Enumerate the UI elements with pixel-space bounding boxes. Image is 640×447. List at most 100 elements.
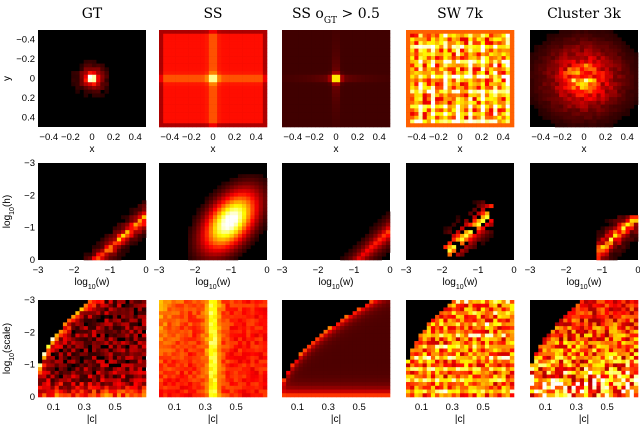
heatmap-cell	[229, 189, 235, 194]
heatmap-cell	[422, 74, 428, 79]
heatmap-cell	[530, 67, 535, 72]
heatmap-cell	[137, 326, 143, 331]
heatmap-r2-c2	[282, 300, 391, 398]
heatmap-cell	[167, 112, 172, 117]
heatmap-cell	[604, 33, 610, 38]
heatmap-cell	[435, 123, 440, 128]
heatmap-cell	[188, 226, 193, 231]
heatmap-cell	[369, 348, 374, 353]
heatmap-cell	[179, 355, 185, 360]
heatmap-cell	[116, 233, 122, 238]
heatmap-cell	[575, 78, 581, 83]
heatmap-cell	[171, 300, 176, 305]
heatmap-cell	[286, 44, 291, 49]
heatmap-cell	[327, 67, 333, 72]
heatmap-cell	[71, 333, 76, 338]
heatmap-cell	[489, 115, 494, 120]
heatmap-cell	[217, 44, 222, 49]
heatmap-cell	[344, 112, 349, 117]
heatmap-cell	[373, 59, 378, 64]
heatmap-cell	[262, 218, 268, 223]
heatmap-cell	[104, 89, 109, 94]
heatmap-cell	[133, 322, 138, 327]
heatmap-cell	[237, 237, 243, 242]
heatmap-cell	[290, 59, 295, 64]
heatmap-cell	[451, 52, 457, 57]
heatmap-cell	[468, 222, 473, 227]
heatmap-cell	[348, 326, 353, 331]
heatmap-cell	[163, 100, 168, 105]
heatmap-cell	[192, 248, 197, 253]
heatmap-cell	[336, 67, 341, 72]
heatmap-cell	[179, 108, 185, 113]
heatmap-cell	[242, 322, 247, 327]
heatmap-cell	[258, 367, 264, 372]
heatmap-cell	[167, 382, 172, 387]
heatmap-cell	[233, 252, 239, 257]
heatmap-cell	[258, 30, 264, 35]
heatmap-cell	[116, 226, 122, 231]
heatmap-cell	[141, 307, 147, 312]
heatmap-cell	[418, 108, 423, 113]
heatmap-cell	[625, 241, 630, 246]
heatmap-cell	[79, 67, 84, 72]
heatmap-cell	[242, 233, 247, 238]
heatmap-cell	[484, 211, 490, 216]
heatmap-cell	[497, 56, 502, 61]
heatmap-cell	[204, 97, 210, 102]
heatmap-cell	[242, 211, 247, 216]
heatmap-cell	[381, 252, 387, 257]
heatmap-cell	[497, 30, 502, 35]
heatmap-cell	[319, 52, 324, 57]
heatmap-cell	[171, 97, 176, 102]
heatmap-cell	[435, 67, 440, 72]
heatmap-cell	[546, 44, 552, 49]
heatmap-cell	[217, 93, 222, 98]
heatmap-cell	[242, 215, 247, 220]
heatmap-cell	[352, 318, 358, 323]
heatmap-cell	[83, 341, 89, 346]
heatmap-cell	[254, 74, 259, 79]
heatmap-cell	[365, 359, 370, 364]
heatmap-cell	[121, 326, 126, 331]
heatmap-cell	[125, 314, 130, 319]
heatmap-cell	[443, 37, 448, 42]
heatmap-cell	[242, 112, 247, 117]
heatmap-cell	[430, 78, 436, 83]
heatmap-cell	[365, 119, 370, 124]
heatmap-cell	[406, 59, 411, 64]
heatmap-cell	[331, 97, 337, 102]
heatmap-cell	[96, 300, 101, 305]
heatmap-cell	[381, 56, 387, 61]
heatmap-cell	[319, 71, 324, 76]
heatmap-cell	[344, 48, 349, 53]
heatmap-cell	[254, 185, 259, 190]
heatmap-cell	[221, 322, 226, 327]
heatmap-cell	[100, 359, 105, 364]
heatmap-cell	[213, 93, 218, 98]
heatmap-cell	[604, 59, 610, 64]
heatmap-cell	[596, 37, 601, 42]
heatmap-cell	[204, 245, 210, 250]
heatmap-cell	[352, 82, 358, 87]
heatmap-cell	[509, 82, 515, 87]
heatmap-cell	[229, 204, 235, 209]
heatmap-cell	[50, 393, 55, 398]
heatmap-cell	[348, 333, 353, 338]
heatmap-cell	[262, 382, 268, 387]
heatmap-cell	[250, 67, 255, 72]
heatmap-cell	[410, 63, 415, 68]
heatmap-cell	[331, 115, 337, 120]
heatmap-cell	[596, 30, 601, 35]
heatmap-cell	[159, 44, 164, 49]
heatmap-cell	[133, 303, 138, 308]
heatmap-cell	[221, 63, 226, 68]
heatmap-cell	[505, 89, 511, 94]
heatmap-cell	[79, 393, 84, 398]
heatmap-cell	[302, 74, 308, 79]
heatmap-cell	[472, 233, 477, 238]
heatmap-cell	[258, 207, 264, 212]
heatmap-cell	[192, 85, 197, 90]
heatmap-cell	[505, 97, 511, 102]
